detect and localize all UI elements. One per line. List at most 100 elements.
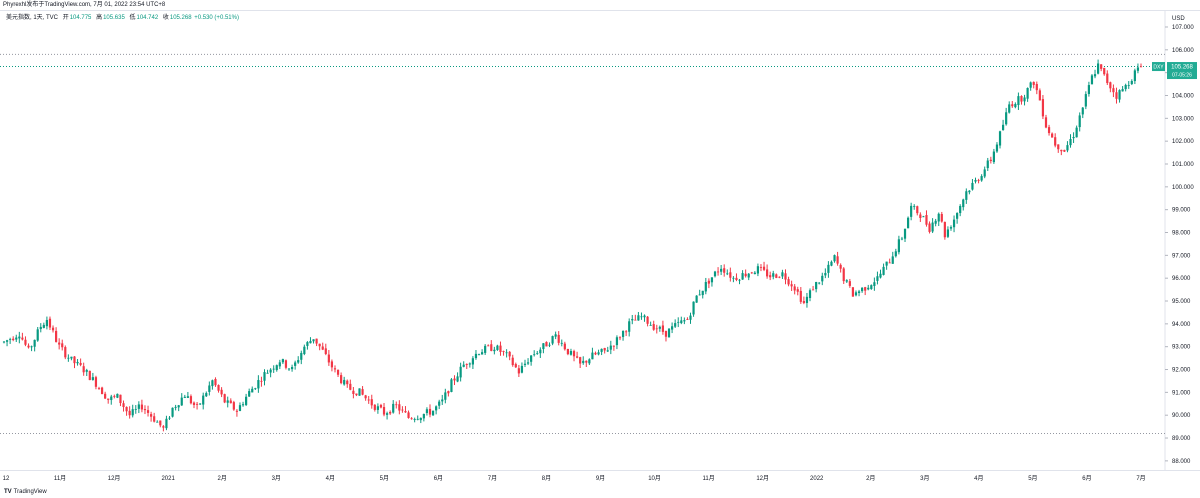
candle bbox=[1005, 107, 1008, 126]
candle bbox=[318, 343, 321, 351]
candle bbox=[88, 370, 91, 381]
candle bbox=[431, 410, 435, 416]
candle bbox=[753, 271, 756, 275]
candle bbox=[628, 318, 631, 337]
y-tick-label: 90.000 bbox=[1172, 413, 1191, 419]
candle bbox=[934, 218, 937, 227]
candle bbox=[1096, 59, 1100, 75]
candle bbox=[297, 356, 300, 364]
candle bbox=[428, 404, 432, 418]
y-tick-label: 104.000 bbox=[1172, 93, 1194, 99]
candle bbox=[618, 336, 622, 341]
candle bbox=[615, 335, 619, 350]
candle bbox=[937, 212, 940, 227]
x-tick-label: 12月 bbox=[108, 475, 121, 482]
candle bbox=[364, 394, 367, 401]
y-tick-label: 96.000 bbox=[1172, 276, 1191, 282]
candle bbox=[346, 379, 349, 388]
candle bbox=[600, 348, 603, 356]
candle bbox=[885, 261, 888, 270]
candle bbox=[882, 263, 885, 276]
candle bbox=[713, 270, 717, 278]
candle bbox=[520, 362, 524, 374]
candle bbox=[818, 282, 821, 285]
candle bbox=[836, 251, 839, 266]
candle bbox=[226, 396, 229, 408]
candle bbox=[450, 378, 453, 393]
candle bbox=[597, 349, 600, 356]
candle bbox=[977, 178, 980, 184]
candle bbox=[769, 271, 772, 281]
legend-title[interactable]: 美元指数, 1天, TVC bbox=[6, 15, 59, 21]
candle bbox=[1029, 81, 1032, 91]
candle bbox=[407, 410, 410, 419]
candle bbox=[974, 177, 977, 184]
candle bbox=[959, 204, 962, 217]
candle bbox=[355, 393, 358, 397]
candle bbox=[425, 407, 429, 416]
x-tick-label: 3月 bbox=[920, 475, 929, 482]
candle bbox=[689, 312, 692, 324]
candle bbox=[1038, 88, 1041, 101]
candle bbox=[1124, 83, 1127, 92]
candle bbox=[278, 359, 281, 370]
candle bbox=[946, 226, 950, 239]
candle bbox=[281, 358, 284, 365]
candle bbox=[952, 215, 956, 233]
header-text: Phyrexhl发布于TradingView.com, 7月 01, 2022 … bbox=[3, 2, 166, 8]
candle bbox=[441, 394, 444, 405]
candle bbox=[465, 363, 468, 370]
candle bbox=[474, 350, 478, 360]
candle bbox=[480, 349, 484, 355]
candle bbox=[205, 391, 208, 398]
candle bbox=[5, 339, 9, 347]
candle bbox=[382, 403, 386, 417]
candle bbox=[545, 341, 548, 347]
candle bbox=[459, 362, 462, 382]
candle bbox=[444, 388, 447, 404]
candle bbox=[51, 325, 55, 333]
candle bbox=[131, 404, 134, 418]
candle bbox=[992, 148, 995, 164]
candle bbox=[251, 386, 254, 393]
candle bbox=[716, 267, 720, 276]
candle bbox=[1051, 132, 1054, 138]
candle bbox=[962, 198, 965, 211]
price-badge-date: 07-05:26 bbox=[1172, 73, 1192, 79]
candle bbox=[579, 356, 582, 369]
candle bbox=[73, 356, 76, 369]
candle bbox=[686, 317, 689, 320]
candle bbox=[180, 393, 183, 406]
x-tick-label: 3月 bbox=[272, 475, 281, 482]
candle bbox=[674, 319, 677, 328]
candle bbox=[119, 394, 122, 407]
candle bbox=[177, 404, 180, 412]
candle bbox=[484, 344, 487, 355]
candle bbox=[79, 358, 82, 367]
candle bbox=[340, 372, 343, 385]
candle bbox=[664, 330, 668, 342]
candle bbox=[156, 420, 159, 423]
candle bbox=[995, 142, 999, 153]
candle bbox=[490, 340, 493, 352]
candle bbox=[104, 391, 107, 400]
candle bbox=[775, 273, 778, 279]
candle bbox=[1087, 81, 1091, 97]
candle bbox=[33, 339, 36, 352]
candle bbox=[195, 402, 199, 410]
candle bbox=[238, 402, 242, 412]
candle bbox=[24, 336, 27, 347]
candle bbox=[389, 410, 392, 416]
candle bbox=[603, 347, 606, 354]
candle bbox=[891, 251, 894, 264]
candle bbox=[1109, 81, 1112, 93]
candle bbox=[272, 365, 275, 373]
y-tick-label: 94.000 bbox=[1172, 322, 1191, 328]
candle bbox=[468, 362, 471, 368]
candle bbox=[998, 130, 1002, 149]
candle bbox=[873, 277, 876, 291]
candle bbox=[551, 335, 554, 346]
candle bbox=[701, 290, 704, 299]
candle bbox=[980, 174, 983, 182]
